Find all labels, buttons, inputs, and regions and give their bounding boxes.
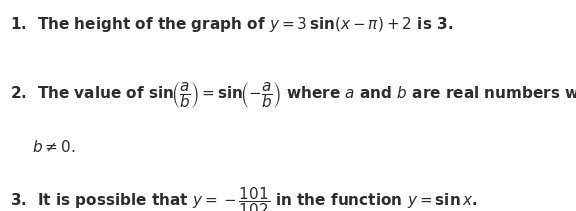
Text: 2.  The value of $\mathbf{sin}\!\left(\dfrac{a}{b}\right) = \mathbf{sin}\!\left(: 2. The value of $\mathbf{sin}\!\left(\df… [10, 80, 576, 110]
Text: 3.  It is possible that $y = -\dfrac{101}{102}$ in the function $y = \mathbf{sin: 3. It is possible that $y = -\dfrac{101}… [10, 186, 478, 211]
Text: $b \neq 0.$: $b \neq 0.$ [32, 139, 75, 155]
Text: 1.  The height of the graph of $y = 3\,\mathbf{sin}(x - \pi) + 2$ is 3.: 1. The height of the graph of $y = 3\,\m… [10, 15, 453, 34]
